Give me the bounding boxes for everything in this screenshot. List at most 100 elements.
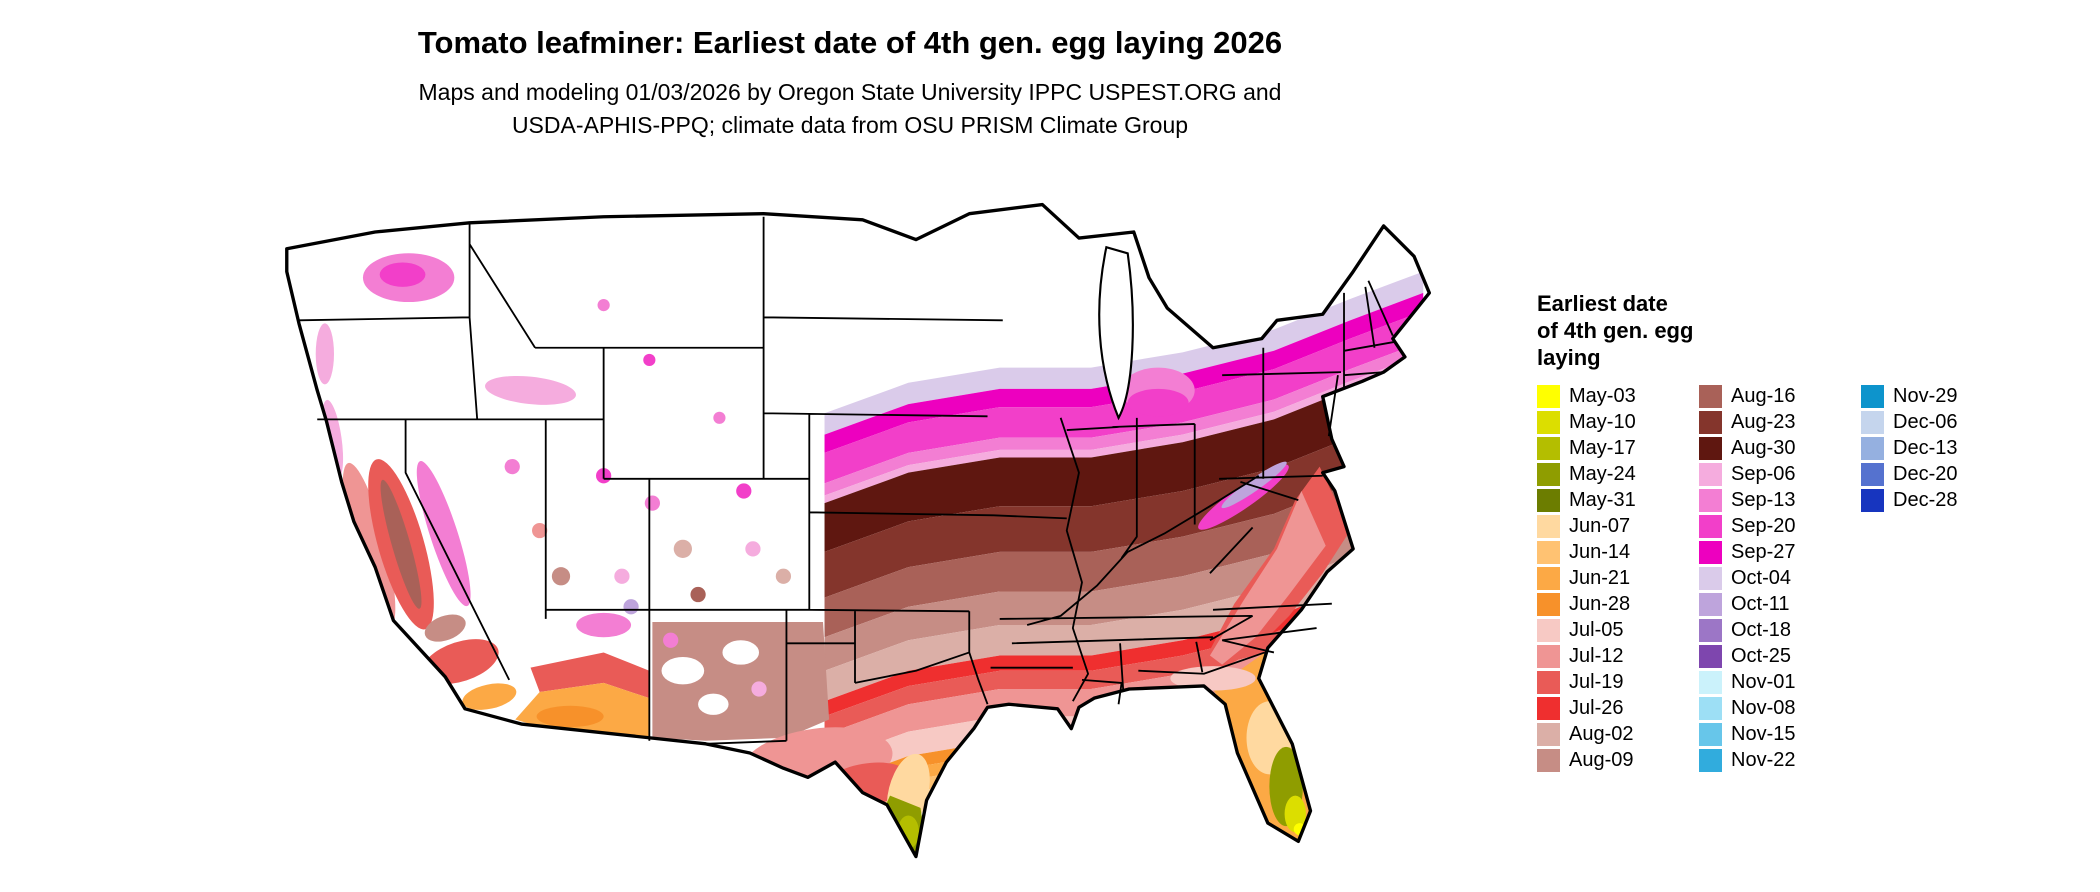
- legend-swatch: [1861, 489, 1884, 512]
- legend-column: Nov-29 Dec-06 Dec-13 Dec-20 Dec-28: [1861, 385, 2001, 515]
- legend-row: Nov-29: [1861, 385, 2001, 408]
- legend-label: Nov-01: [1731, 671, 1796, 693]
- legend-column: Aug-16 Aug-23 Aug-30 Sep-06 Sep-13 Sep-20 Sep-…: [1699, 385, 1839, 775]
- legend-label: Aug-02: [1569, 723, 1634, 745]
- legend-swatch: [1537, 515, 1560, 538]
- map-band-jul12: [824, 593, 1424, 763]
- map-patch-sep06: [485, 375, 576, 405]
- legend-title: Earliest date of 4th gen. egg laying: [1537, 290, 2077, 371]
- legend-swatch: [1699, 411, 1722, 434]
- state-borders: [298, 216, 1396, 745]
- legend-label: Nov-22: [1731, 749, 1796, 771]
- legend-swatch: [1699, 385, 1722, 408]
- map-band-aug30: [824, 361, 1424, 552]
- map-band-sep20: [824, 311, 1424, 484]
- legend-label: Nov-08: [1731, 697, 1796, 719]
- legend-label: Jul-05: [1569, 619, 1624, 641]
- us-map: [285, 202, 1431, 859]
- legend-swatch: [1537, 567, 1560, 590]
- legend-swatch: [1537, 411, 1560, 434]
- legend-label: Aug-30: [1731, 437, 1796, 459]
- legend-swatch: [1699, 671, 1722, 694]
- legend-column: May-03 May-10 May-17 May-24 May-31 Jun-07 Jun-…: [1537, 385, 1677, 775]
- map-patch-sep13: [663, 632, 679, 648]
- map-patch-jun28: [536, 705, 604, 728]
- legend-label: Dec-06: [1893, 411, 1958, 433]
- legend-row: May-17: [1537, 437, 1677, 460]
- map-patch-sep06: [751, 681, 767, 697]
- legend-row: Sep-13: [1699, 489, 1839, 512]
- legend-label: Jul-26: [1569, 697, 1624, 719]
- legend-swatch: [1699, 437, 1722, 460]
- legend-swatch: [1537, 489, 1560, 512]
- map-patch-oct11: [623, 599, 639, 615]
- patch-layer: [315, 253, 1351, 857]
- map-subtitle-line2: USDA-APHIS-PPQ; climate data from OSU PR…: [511, 112, 1189, 138]
- legend-swatch: [1699, 749, 1722, 772]
- map-patch-sep06: [315, 323, 334, 385]
- map-band-aug02: [824, 529, 1424, 702]
- legend-row: Oct-18: [1699, 619, 1839, 642]
- map-patch-sep13: [416, 461, 471, 607]
- legend-swatch: [1699, 541, 1722, 564]
- map-patch-sep06: [614, 568, 630, 584]
- legend-row: May-10: [1537, 411, 1677, 434]
- legend-swatch: [1537, 749, 1560, 772]
- legend-swatch: [1537, 437, 1560, 460]
- legend-row: Aug-02: [1537, 723, 1677, 746]
- map-patch-sep20: [643, 353, 656, 367]
- legend-row: Sep-06: [1699, 463, 1839, 486]
- legend-columns: May-03 May-10 May-17 May-24 May-31 Jun-07 Jun-…: [1537, 385, 2077, 775]
- map-patch-jul12: [532, 522, 548, 539]
- map-band-aug09: [824, 495, 1424, 671]
- legend-label: Jun-28: [1569, 593, 1631, 615]
- map-patch-sep13: [597, 299, 610, 312]
- legend-swatch: [1861, 385, 1884, 408]
- map-subtitle: Maps and modeling 01/03/2026 by Oregon S…: [0, 76, 1700, 142]
- map-patch-white: [661, 657, 705, 685]
- legend-swatch: [1699, 567, 1722, 590]
- legend-label: Oct-25: [1731, 645, 1792, 667]
- map-patch-white: [698, 693, 729, 715]
- legend-row: Nov-22: [1699, 749, 1839, 772]
- us-outline: [285, 202, 1431, 859]
- map-patch-jul05: [1170, 666, 1256, 691]
- legend-swatch: [1699, 723, 1722, 746]
- legend-label: Oct-18: [1731, 619, 1792, 641]
- legend: Earliest date of 4th gen. egg laying May…: [1537, 290, 2077, 775]
- map-patch-may10: [1284, 795, 1306, 833]
- map-title: Tomato leafminer: Earliest date of 4th g…: [417, 25, 1283, 60]
- map-patch-aug02: [775, 568, 792, 584]
- legend-label: Jun-21: [1569, 567, 1631, 589]
- legend-swatch: [1699, 489, 1722, 512]
- legend-label: Jul-19: [1569, 671, 1624, 693]
- legend-row: Aug-09: [1537, 749, 1677, 772]
- legend-label: Dec-20: [1893, 463, 1958, 485]
- legend-row: Jun-14: [1537, 541, 1677, 564]
- legend-swatch: [1699, 619, 1722, 642]
- legend-swatch: [1537, 593, 1560, 616]
- map-patch-aug09: [652, 621, 830, 741]
- title-block: Tomato leafminer: Earliest date of 4th g…: [0, 24, 1700, 142]
- legend-title-line2: of 4th gen. egg: [1537, 318, 1694, 343]
- legend-swatch: [1537, 463, 1560, 486]
- map-subtitle-line1: Maps and modeling 01/03/2026 by Oregon S…: [418, 79, 1282, 105]
- legend-label: Jul-12: [1569, 645, 1624, 667]
- legend-row: Dec-13: [1861, 437, 2001, 460]
- map-patch-sep13: [713, 411, 726, 424]
- legend-swatch: [1861, 463, 1884, 486]
- legend-swatch: [1699, 515, 1722, 538]
- legend-row: Jun-28: [1537, 593, 1677, 616]
- map-patch-sep13: [644, 495, 661, 511]
- map-patch-sep20: [379, 262, 426, 287]
- legend-label: Jun-07: [1569, 515, 1631, 537]
- map-patch-jul19: [530, 652, 650, 699]
- legend-swatch: [1537, 541, 1560, 564]
- map-patch-aug02: [673, 539, 692, 558]
- legend-row: Aug-23: [1699, 411, 1839, 434]
- map-patch-sep06: [745, 541, 761, 557]
- legend-row: Oct-04: [1699, 567, 1839, 590]
- legend-row: Aug-30: [1699, 437, 1839, 460]
- legend-label: Jun-14: [1569, 541, 1631, 563]
- legend-label: May-10: [1569, 411, 1636, 433]
